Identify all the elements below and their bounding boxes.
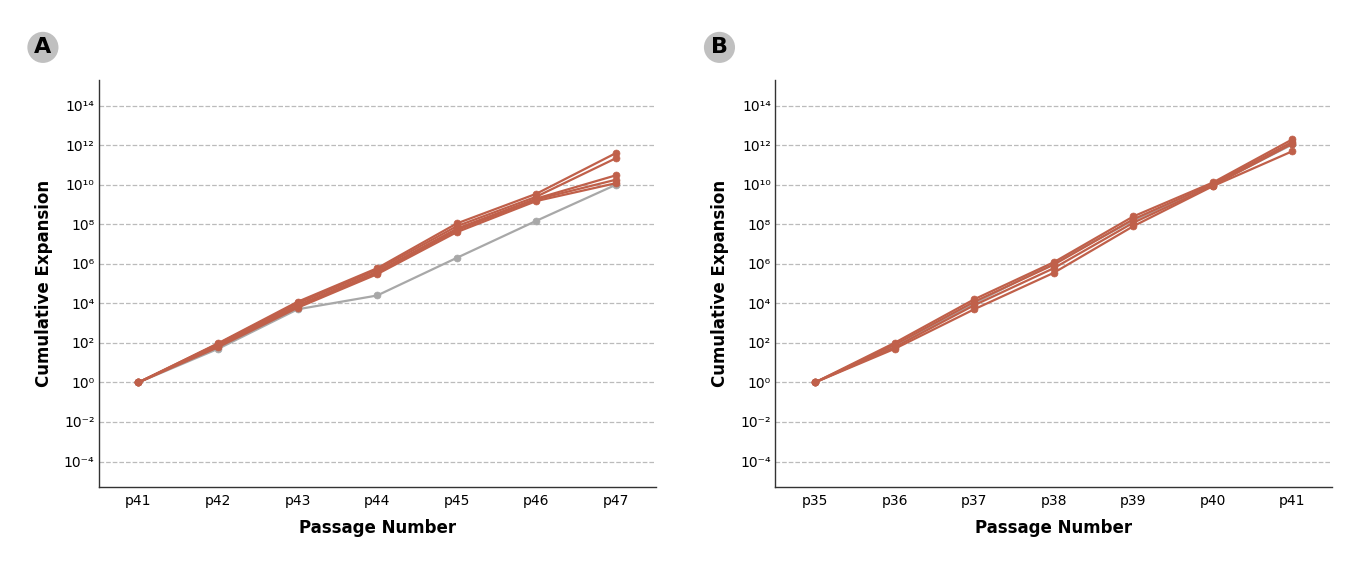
X-axis label: Passage Number: Passage Number xyxy=(298,519,455,537)
Y-axis label: Cumulative Expansion: Cumulative Expansion xyxy=(711,180,729,387)
Text: B: B xyxy=(711,37,729,57)
X-axis label: Passage Number: Passage Number xyxy=(975,519,1132,537)
Y-axis label: Cumulative Expansion: Cumulative Expansion xyxy=(34,180,53,387)
Text: A: A xyxy=(34,37,52,57)
